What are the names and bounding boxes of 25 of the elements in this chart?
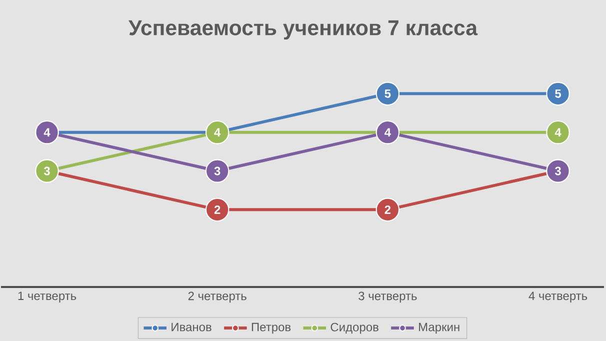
data-label: 4 [384, 128, 391, 136]
point [205, 159, 230, 183]
data-label: 4 [44, 128, 50, 136]
data-label: 4 [554, 128, 562, 136]
point [376, 198, 400, 222]
legend-label: Иванов [172, 322, 212, 332]
x-tick-label: 4 четверть [528, 292, 588, 302]
data-label: 3 [214, 166, 220, 176]
x-tick-label: 3 четверть [358, 292, 417, 303]
data-label: 2 [384, 205, 391, 214]
data-label: 3 [44, 166, 50, 176]
data-label: 4 [214, 128, 221, 136]
point [546, 82, 570, 106]
legend-label: Сидоров [330, 322, 378, 334]
data-label: 3 [554, 166, 561, 176]
chart-title: Успеваемость учеников 7 класса [128, 20, 478, 40]
point [376, 82, 400, 106]
x-tick-label: 1 четверть [18, 292, 76, 302]
data-label: 5 [384, 89, 391, 98]
data-label: 2 [214, 205, 220, 214]
x-tick-label: 2 четверть [188, 292, 246, 303]
legend-label: Маркин [419, 322, 460, 334]
point [205, 198, 230, 222]
legend-label: Петров [252, 322, 291, 334]
data-label: 5 [555, 89, 562, 98]
